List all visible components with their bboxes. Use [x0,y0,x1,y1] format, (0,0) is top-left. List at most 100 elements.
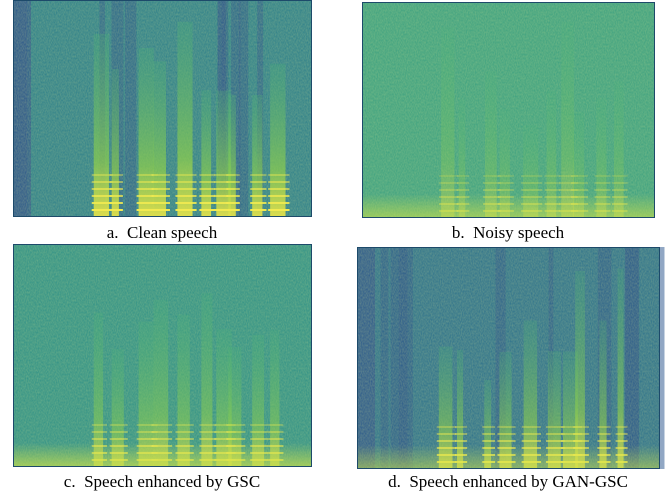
speech-burst [613,81,624,218]
harmonic [561,426,582,428]
harmonic [268,202,290,204]
harmonic [250,181,267,183]
harmonic [109,195,123,197]
speech-burst [201,293,213,467]
harmonic [109,202,123,204]
harmonic [250,202,267,204]
speech-burst [441,27,455,218]
speech-burst [93,312,104,467]
harmonic [570,189,589,191]
harmonic [175,195,197,197]
speech-burst [111,349,124,467]
harmonic [268,431,284,433]
harmonic [545,433,565,435]
harmonic [109,424,128,426]
harmonic [497,426,516,428]
harmonic [136,181,158,183]
frame [13,0,312,217]
harmonic [545,440,565,442]
harmonic [439,182,459,184]
harmonic [136,195,158,197]
noise-floor [362,194,655,218]
speech-burst [216,90,231,217]
harmonic [454,440,468,442]
harmonic [199,174,216,176]
harmonic [226,209,240,211]
frame [357,247,660,469]
harmonic [497,189,514,191]
harmonic [544,189,561,191]
harmonic [268,188,290,190]
harmonic [250,188,267,190]
harmonic [456,175,470,177]
harmonic [109,181,123,183]
harmonic [615,426,628,428]
speech-burst [177,314,190,467]
harmonic [226,438,246,440]
harmonic [611,182,628,184]
harmonic [175,188,197,190]
harmonic [199,438,217,440]
harmonic [175,438,194,440]
speech-burst [153,61,166,217]
harmonic [483,189,501,191]
harmonic [597,426,611,428]
harmonic [559,189,578,191]
harmonic [250,424,269,426]
harmonic [268,195,290,197]
harmonic [175,424,194,426]
speech-burst [596,97,607,218]
harmonic [151,174,170,176]
harmonic [573,440,589,442]
harmonic [91,438,108,440]
harmonic [175,202,197,204]
harmonic [91,431,108,433]
harmonic [136,431,158,433]
harmonic [199,424,217,426]
speech-burst [561,21,574,218]
spectrogram [13,0,312,218]
harmonic [226,195,240,197]
harmonic [483,182,501,184]
harmonic [226,424,246,426]
speech-burst [252,95,263,217]
harmonic [136,209,158,211]
harmonic [151,424,173,426]
harmonic [611,175,628,177]
harmonic [570,182,589,184]
harmonic [482,433,496,435]
harmonic [573,426,589,428]
frame [362,2,655,218]
harmonic [136,188,158,190]
harmonic [214,181,235,183]
harmonic [615,440,628,442]
harmonic [151,195,170,197]
speech-burst [617,268,624,469]
harmonic [175,431,194,433]
harmonic [268,181,290,183]
harmonic [109,209,123,211]
speech-burst [546,90,557,218]
harmonic [268,424,284,426]
spectrogram [357,247,665,469]
harmonic [250,174,267,176]
harmonic [214,209,235,211]
harmonic [199,209,216,211]
harmonic [199,431,217,433]
harmonic [250,431,269,433]
harmonic [561,440,582,442]
speech-burst [111,68,119,217]
harmonic [570,175,589,177]
harmonic [594,182,611,184]
harmonic [214,431,236,433]
harmonic [91,181,113,183]
harmonic [226,202,240,204]
harmonic [151,438,173,440]
harmonic [497,175,514,177]
harmonic [214,195,235,197]
speech-burst [138,321,154,467]
speech-burst [523,320,538,469]
speech-burst [216,329,232,467]
harmonic [521,433,542,435]
